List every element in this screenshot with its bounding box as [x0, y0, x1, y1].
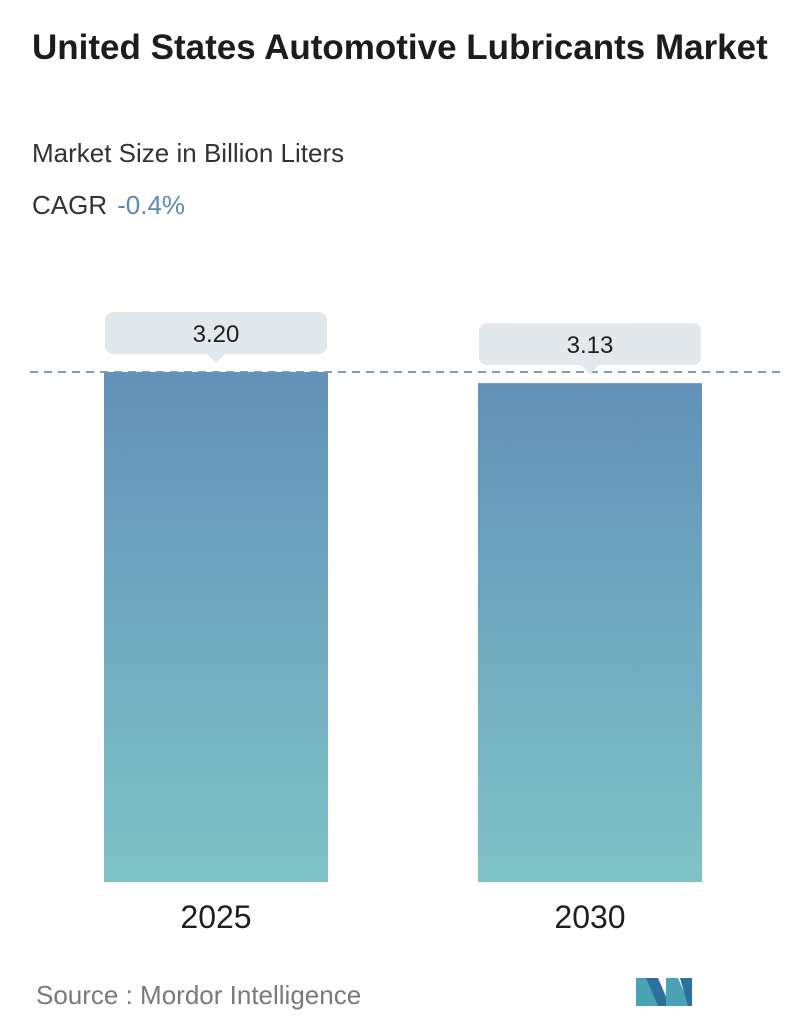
- value-label-box: [105, 312, 327, 354]
- value-label: 3.13: [567, 332, 614, 359]
- chart-title: United States Automotive Lubricants Mark…: [32, 28, 768, 67]
- bar-2030: [478, 383, 702, 882]
- cagr-label: CAGR: [32, 190, 108, 220]
- value-label-box: [479, 323, 701, 366]
- cagr-value: -0.4%: [117, 190, 186, 220]
- cagr-row: CAGR -0.4%: [32, 190, 185, 221]
- x-tick-label: 2025: [180, 899, 251, 935]
- bar-2025: [104, 372, 328, 882]
- chart-subtitle: Market Size in Billion Liters: [32, 138, 345, 168]
- mordor-intelligence-logo: [636, 978, 692, 1006]
- source-note: Source : Mordor Intelligence: [36, 980, 362, 1010]
- bar-chart: 3.20 2025 3.13 2030: [30, 312, 782, 935]
- value-label-pointer: [207, 354, 225, 363]
- value-label: 3.20: [193, 321, 240, 348]
- value-label-pointer: [581, 365, 599, 375]
- x-tick-label: 2030: [554, 899, 625, 935]
